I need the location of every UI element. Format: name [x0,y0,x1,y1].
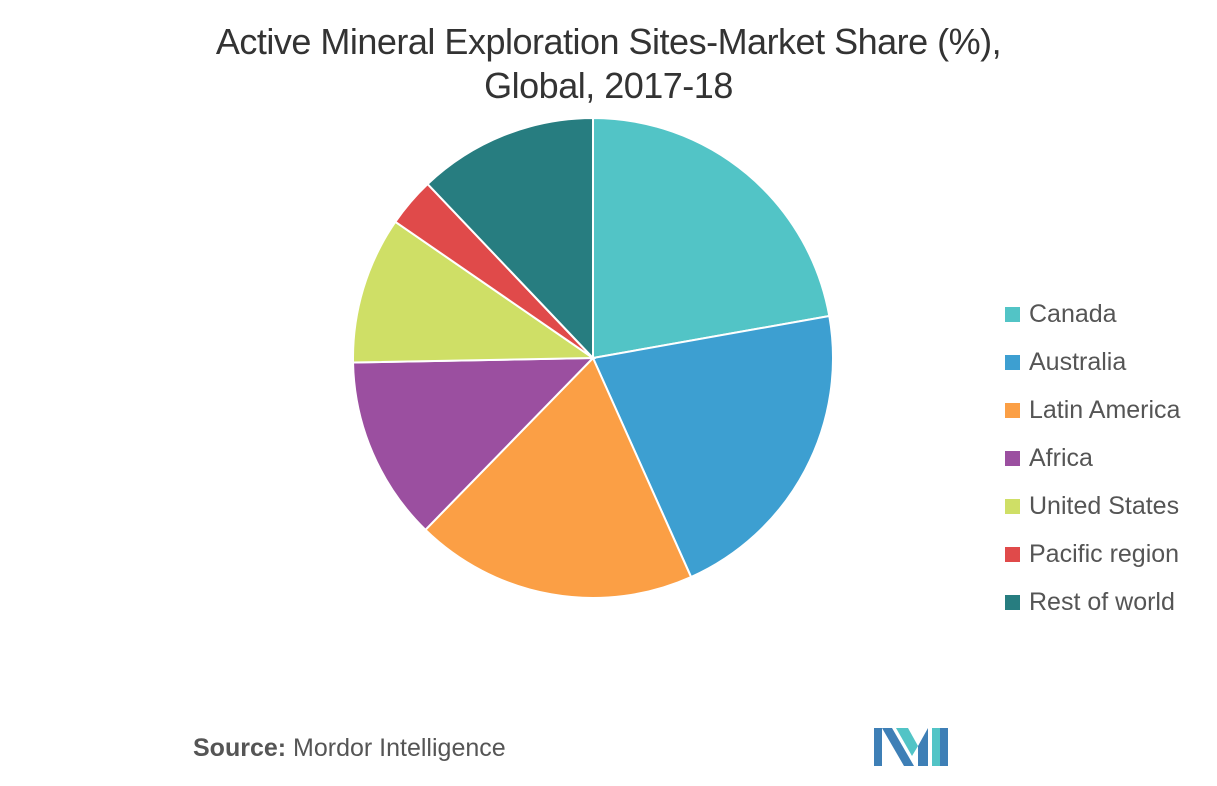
legend-swatch [1005,594,1020,610]
legend-label: Canada [1029,299,1117,328]
pie-slice-latin-america [424,356,693,599]
legend-swatch [1005,354,1020,370]
legend-item-pacific-region: Pacific region [1005,530,1215,578]
legend-label: Rest of world [1029,587,1175,616]
logo-right-bar [932,728,940,766]
pie-slice-australia [591,314,834,579]
mordor-intelligence-logo [874,728,948,766]
legend-swatch [1005,306,1020,322]
pie-slice-united-states [352,220,597,364]
logo-left-diagonal [882,728,914,766]
legend-item-australia: Australia [1005,338,1215,386]
legend-swatch [1005,402,1020,418]
legend-item-canada: Canada [1005,290,1215,338]
legend-swatch [1005,450,1020,466]
chart-title-line-2: Global, 2017-18 [484,65,733,106]
source-note: Source: Mordor Intelligence [193,734,506,763]
legend-swatch [1005,498,1020,514]
legend-item-africa: Africa [1005,434,1215,482]
logo-middle-wedge [896,728,918,756]
chart-title: Active Mineral Exploration Sites-Market … [0,20,1217,108]
legend-label: Latin America [1029,395,1181,424]
chart-title-line-1: Active Mineral Exploration Sites-Market … [215,21,1002,62]
pie-slice-canada [592,116,831,360]
logo-right-diagonal [918,728,928,766]
pie-slice-africa [352,356,596,532]
chart-legend: Canada Australia Latin America Africa United… [1005,290,1215,626]
legend-label: United States [1029,491,1180,520]
logo-right-cap [940,728,948,766]
source-text: Mordor Intelligence [293,734,506,762]
source-label: Source: [193,734,287,762]
logo-left-bar [874,728,882,766]
legend-item-latin-america: Latin America [1005,386,1215,434]
legend-item-united-states: United States [1005,482,1215,530]
legend-label: Australia [1029,347,1127,376]
legend-label: Pacific region [1029,539,1180,568]
pie-slice-rest-of-world [426,116,594,361]
legend-label: Africa [1029,443,1093,472]
legend-swatch [1005,546,1020,562]
legend-item-rest-of-world: Rest of world [1005,578,1215,626]
